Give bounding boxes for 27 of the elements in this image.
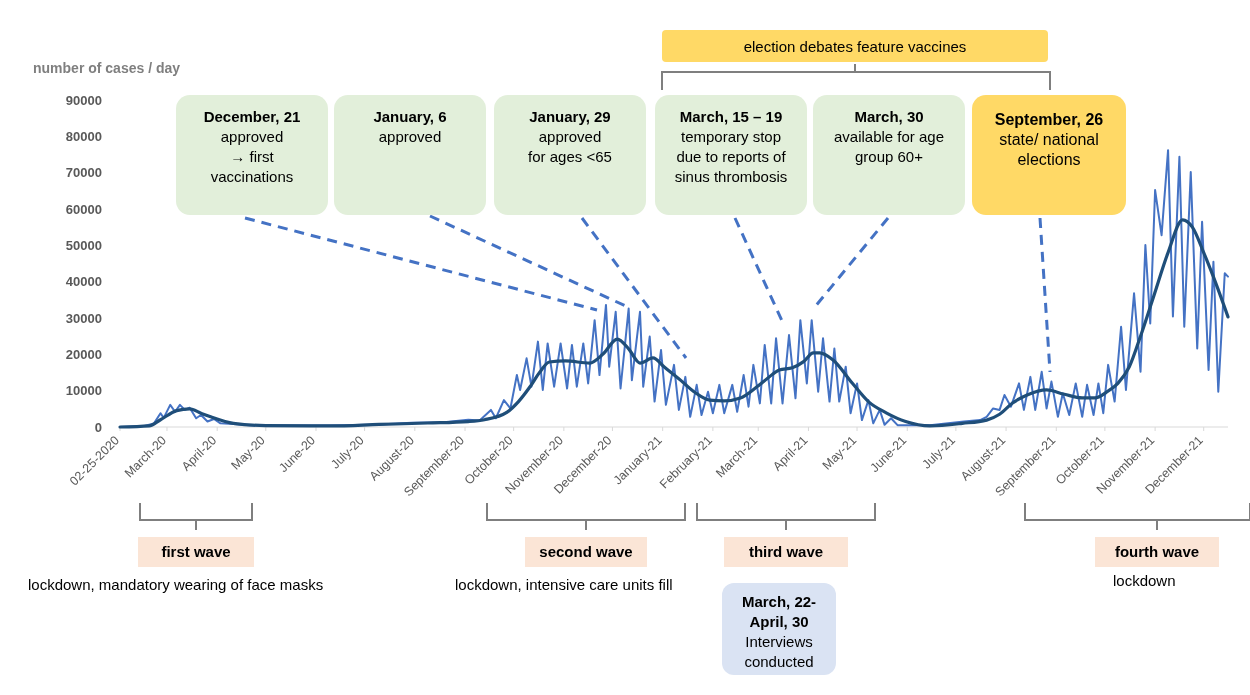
y-tick-label: 30000 <box>65 310 102 326</box>
y-tick-label: 50000 <box>65 237 102 253</box>
line-series <box>118 218 1230 429</box>
text: lockdown <box>1113 572 1176 589</box>
y-axis-title: number of cases / day <box>33 60 181 76</box>
annotation: January, 29 approved for ages <65 <box>528 108 612 165</box>
y-tick-label: 90000 <box>65 92 102 108</box>
y-tick-label: 80000 <box>65 128 102 144</box>
text: lockdown, mandatory wearing of face masks <box>28 576 324 593</box>
text: lockdown, intensive care units fill <box>455 576 673 593</box>
y-tick-label: 70000 <box>65 165 102 181</box>
text: third wave <box>748 543 824 560</box>
annotation: March, 30 available for age group 60+ <box>833 108 945 165</box>
annotation: September, 26 state/ national elections <box>994 111 1104 168</box>
text: first wave <box>161 543 231 560</box>
y-tick-label: 10000 <box>65 383 102 399</box>
annotation: March, 15 – 19 temporary stop due to reports of sinus thrombosis <box>674 108 788 185</box>
y-tick-label: 20000 <box>65 346 102 362</box>
annotation: December, 21 approved → first vaccinations <box>203 108 301 185</box>
text: fourth wave <box>1114 543 1200 560</box>
text: election debates feature vaccines <box>743 38 967 55</box>
annotation: January, 6 approved <box>373 108 447 145</box>
text: March, 22- April, 30 Interviews conducted <box>741 593 817 670</box>
y-tick-label: 40000 <box>65 274 102 290</box>
text: second wave <box>539 543 633 560</box>
y-tick-label: 0 <box>94 419 102 435</box>
y-tick-label: 60000 <box>65 201 102 217</box>
